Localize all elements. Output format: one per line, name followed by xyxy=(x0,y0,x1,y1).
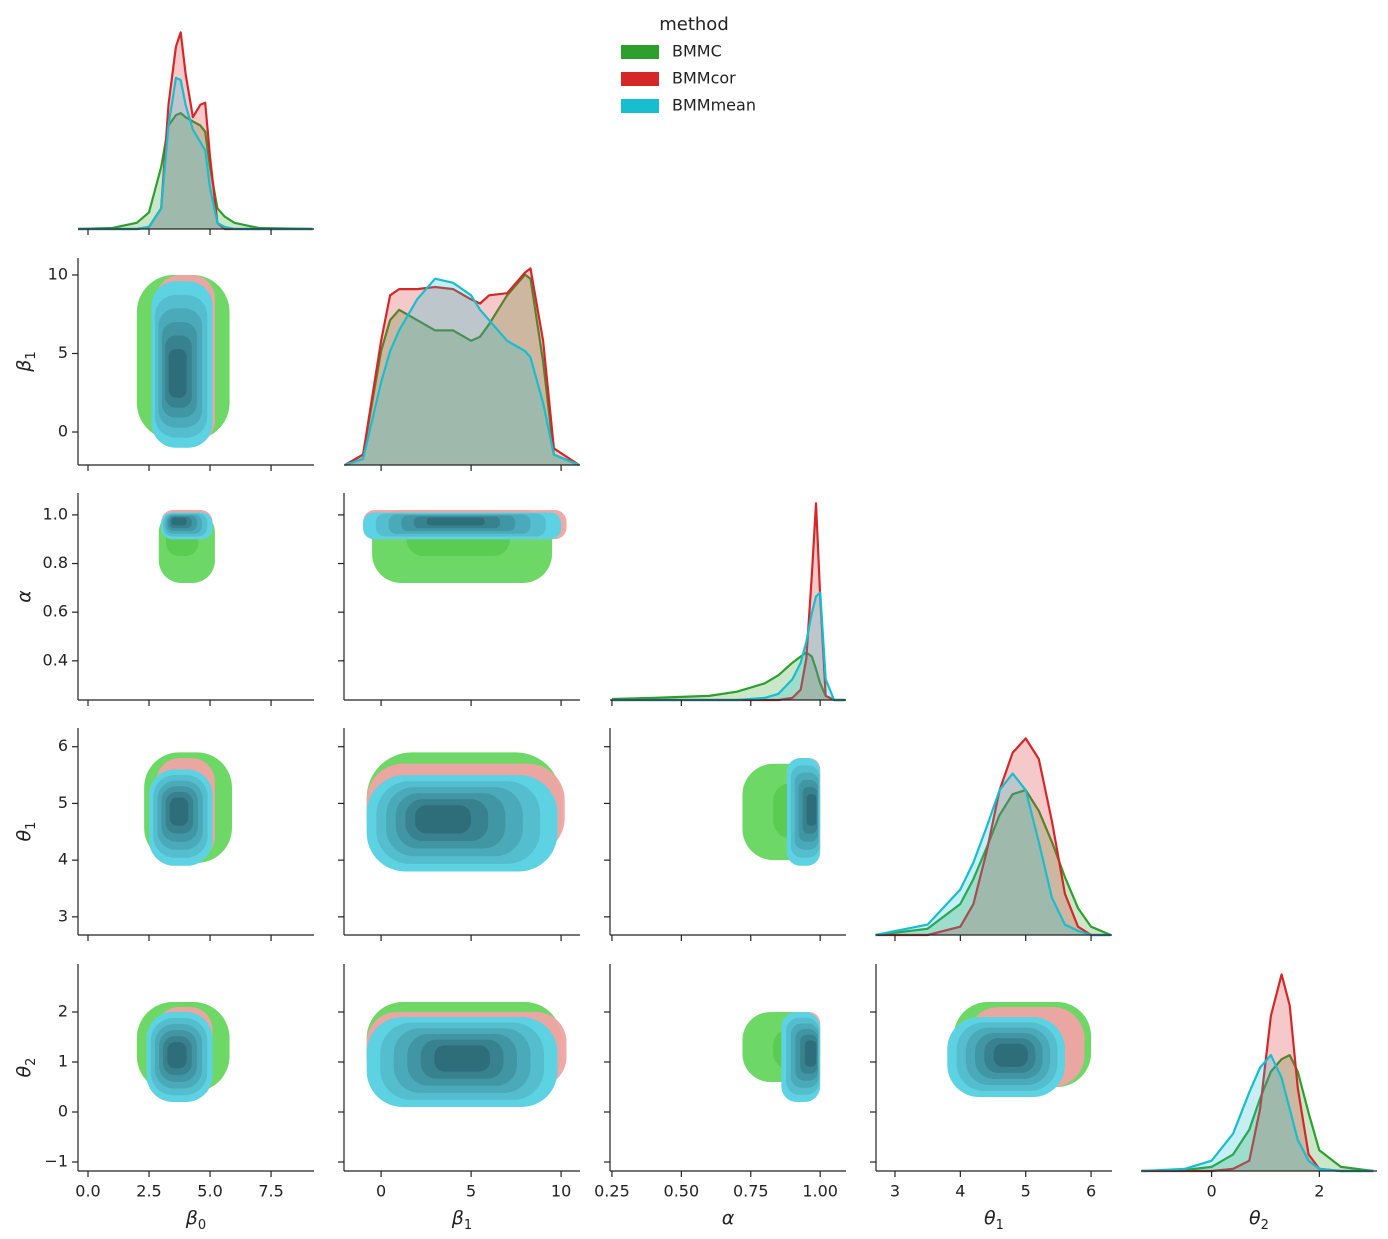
x-axis-label: α xyxy=(722,1207,735,1229)
density-level xyxy=(426,517,485,526)
kde-line xyxy=(344,277,580,467)
y-tick-label: 0.6 xyxy=(43,602,68,621)
kde-area xyxy=(345,268,580,465)
density-level xyxy=(169,797,189,826)
y-axis-label: θ1 xyxy=(13,822,40,842)
x-tick-label: 0.0 xyxy=(75,1182,100,1201)
x-tick-label: 10 xyxy=(551,1182,571,1201)
x-tick-label: 7.5 xyxy=(258,1182,283,1201)
kde-line xyxy=(1141,1054,1374,1173)
legend-title: method xyxy=(659,14,729,35)
axis-subscript: 1 xyxy=(464,1218,472,1233)
kde-area xyxy=(1141,1055,1374,1171)
kde-area xyxy=(1141,974,1374,1171)
y-tick-label: 3 xyxy=(58,906,68,925)
density-level xyxy=(415,805,471,834)
axis-subscript: 1 xyxy=(24,822,39,830)
y-tick-label: 4 xyxy=(58,850,68,869)
density-level xyxy=(168,349,187,398)
x-tick-label: 5 xyxy=(1021,1182,1031,1201)
kde-line xyxy=(344,267,580,466)
x-tick-label: 5.0 xyxy=(197,1182,222,1201)
density-level xyxy=(993,1043,1028,1067)
kde-line xyxy=(875,789,1112,937)
y-axis-label: θ2 xyxy=(13,1058,40,1078)
x-axis-label: β0 xyxy=(185,1207,206,1234)
density-level xyxy=(806,794,817,826)
x-tick-label: 0.50 xyxy=(664,1182,700,1201)
kde-line xyxy=(875,772,1111,937)
x-tick-label: 0 xyxy=(376,1182,386,1201)
axis-symbol: θ xyxy=(984,1207,996,1229)
x-axis-label: β1 xyxy=(451,1207,472,1234)
legend-label: BMMmean xyxy=(672,96,756,115)
axis-symbol: α xyxy=(722,1207,735,1229)
x-tick-label: 4 xyxy=(955,1182,965,1201)
y-axis-label: β1 xyxy=(13,351,40,372)
x-tick-label: 0 xyxy=(1206,1182,1216,1201)
legend-swatch xyxy=(621,45,659,59)
x-tick-label: 1.00 xyxy=(802,1182,838,1201)
axis-symbol: β xyxy=(13,360,35,373)
legend-label: BMMC xyxy=(672,42,722,61)
kde-area xyxy=(345,278,580,465)
axis-subscript: 2 xyxy=(24,1058,39,1066)
axis-symbol: β xyxy=(185,1207,198,1229)
kde-area xyxy=(611,592,846,700)
y-tick-label: 0 xyxy=(58,422,68,441)
kde-area xyxy=(875,773,1111,935)
kde-area xyxy=(611,652,846,700)
axis-subscript: 2 xyxy=(1261,1218,1269,1233)
legend-swatch xyxy=(621,72,659,86)
kde-area xyxy=(78,113,313,229)
legend-swatch xyxy=(621,99,659,113)
y-tick-label: 1.0 xyxy=(43,504,68,523)
x-tick-label: 0.75 xyxy=(733,1182,769,1201)
kde-area xyxy=(875,738,1111,935)
x-tick-label: 3 xyxy=(890,1182,900,1201)
axis-symbol: θ xyxy=(13,1065,35,1077)
y-tick-label: 10 xyxy=(48,264,68,283)
kde-line xyxy=(78,76,313,231)
kde-area xyxy=(611,503,846,700)
density-level xyxy=(434,1045,490,1072)
y-tick-label: 5 xyxy=(58,343,68,362)
y-tick-label: 6 xyxy=(58,736,68,755)
density-level xyxy=(171,517,187,526)
axis-symbol: θ xyxy=(13,829,35,841)
x-axis-label: θ2 xyxy=(1249,1207,1269,1234)
y-tick-label: 0.8 xyxy=(43,553,68,572)
kde-line xyxy=(611,651,846,702)
y-tick-label: −1 xyxy=(44,1152,68,1171)
kde-area xyxy=(1141,1055,1374,1171)
axis-subscript: 1 xyxy=(996,1218,1004,1233)
axis-subscript: 0 xyxy=(198,1218,206,1233)
kde-area xyxy=(78,32,313,230)
axis-symbol: β xyxy=(451,1207,464,1229)
density-level xyxy=(167,1042,187,1069)
axis-symbol: θ xyxy=(1249,1207,1261,1229)
kde-area xyxy=(78,77,313,230)
y-tick-label: 5 xyxy=(58,793,68,812)
axis-subscript: 1 xyxy=(24,351,39,359)
y-tick-label: 0.4 xyxy=(43,650,68,669)
x-tick-label: 2 xyxy=(1314,1182,1324,1201)
y-axis-label: α xyxy=(13,590,35,603)
y-tick-label: 1 xyxy=(58,1052,68,1071)
kde-line xyxy=(875,737,1111,937)
x-tick-label: 5 xyxy=(466,1182,476,1201)
y-tick-label: 0 xyxy=(58,1102,68,1121)
legend-label: BMMcor xyxy=(672,69,736,88)
density-level xyxy=(804,1040,817,1067)
x-tick-label: 0.25 xyxy=(594,1182,630,1201)
x-tick-label: 6 xyxy=(1086,1182,1096,1201)
axis-symbol: α xyxy=(13,590,35,603)
kde-line xyxy=(344,273,580,467)
y-tick-label: 2 xyxy=(58,1002,68,1021)
x-tick-label: 2.5 xyxy=(136,1182,161,1201)
x-axis-label: θ1 xyxy=(984,1207,1004,1234)
